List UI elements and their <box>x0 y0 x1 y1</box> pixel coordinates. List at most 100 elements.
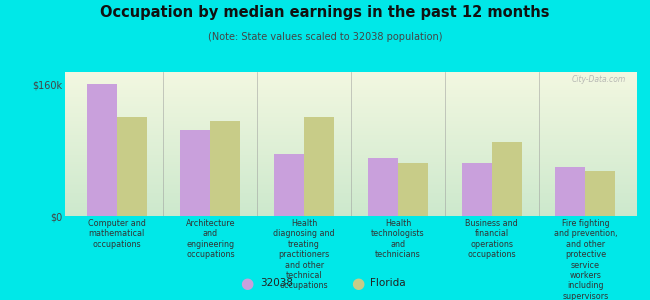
Bar <box>65 130 637 131</box>
Bar <box>65 144 637 146</box>
Bar <box>274 154 304 216</box>
Bar <box>65 137 637 139</box>
Bar <box>65 110 637 112</box>
Bar <box>65 101 637 103</box>
Bar <box>462 163 491 216</box>
Bar <box>65 94 637 95</box>
Bar <box>65 153 637 155</box>
Bar <box>180 130 211 216</box>
Bar <box>65 139 637 140</box>
Bar <box>65 202 637 203</box>
Bar <box>368 158 398 216</box>
Text: Architecture
and
engineering
occupations: Architecture and engineering occupations <box>186 219 235 259</box>
Bar <box>65 97 637 99</box>
Bar <box>65 158 637 160</box>
Bar <box>65 121 637 122</box>
Bar <box>65 189 637 191</box>
Bar <box>65 74 637 76</box>
Bar <box>65 128 637 130</box>
Bar <box>65 76 637 77</box>
Bar <box>65 187 637 189</box>
Text: Business and
financial
operations
occupations: Business and financial operations occupa… <box>465 219 518 259</box>
Bar <box>65 185 637 187</box>
Text: (Note: State values scaled to 32038 population): (Note: State values scaled to 32038 popu… <box>208 32 442 41</box>
Bar <box>211 122 240 216</box>
Bar <box>491 142 522 216</box>
Bar <box>65 103 637 104</box>
Bar <box>65 131 637 133</box>
Bar <box>65 140 637 142</box>
Text: City-Data.com: City-Data.com <box>571 75 625 84</box>
Bar <box>65 160 637 162</box>
Bar <box>65 180 637 182</box>
Bar <box>65 200 637 202</box>
Bar <box>65 135 637 137</box>
Bar <box>65 167 637 169</box>
Bar <box>65 157 637 158</box>
Text: Computer and
mathematical
occupations: Computer and mathematical occupations <box>88 219 146 249</box>
Text: ●: ● <box>351 276 364 291</box>
Bar <box>65 115 637 117</box>
Bar <box>65 95 637 97</box>
Text: ●: ● <box>240 276 254 291</box>
Bar <box>65 184 637 185</box>
Bar <box>65 166 637 167</box>
Bar <box>65 106 637 108</box>
Bar <box>65 207 637 209</box>
Bar <box>65 104 637 106</box>
Bar <box>65 112 637 113</box>
Bar <box>65 171 637 173</box>
Text: Florida: Florida <box>370 278 406 289</box>
Bar <box>65 212 637 214</box>
Bar <box>586 171 616 216</box>
Bar <box>65 90 637 92</box>
Text: Health
technologists
and
technicians: Health technologists and technicians <box>371 219 424 259</box>
Bar <box>65 133 637 135</box>
Bar <box>65 92 637 94</box>
Bar <box>65 119 637 121</box>
Bar <box>65 126 637 128</box>
Text: Fire fighting
and prevention,
and other
protective
service
workers
including
sup: Fire fighting and prevention, and other … <box>554 219 617 300</box>
Bar <box>65 113 637 115</box>
Bar <box>65 194 637 196</box>
Bar <box>65 175 637 176</box>
Bar <box>65 122 637 124</box>
Bar <box>65 169 637 171</box>
Bar <box>65 124 637 126</box>
Bar <box>65 176 637 178</box>
Bar <box>65 151 637 153</box>
Bar <box>65 203 637 205</box>
Bar <box>65 173 637 175</box>
Bar <box>65 164 637 166</box>
Bar <box>65 209 637 211</box>
Bar <box>65 162 637 164</box>
Bar <box>65 191 637 193</box>
Bar <box>65 146 637 148</box>
Bar <box>86 84 116 216</box>
Bar <box>65 83 637 85</box>
Bar <box>65 214 637 216</box>
Bar <box>555 167 586 216</box>
Bar <box>398 163 428 216</box>
Bar <box>65 198 637 200</box>
Bar <box>65 211 637 212</box>
Bar <box>65 178 637 180</box>
Bar <box>65 142 637 144</box>
Bar <box>304 117 334 216</box>
Bar <box>65 196 637 198</box>
Bar <box>65 155 637 157</box>
Bar <box>65 193 637 194</box>
Bar <box>65 99 637 101</box>
Bar <box>65 108 637 110</box>
Bar <box>116 117 147 216</box>
Bar <box>65 148 637 149</box>
Bar <box>65 117 637 119</box>
Text: 32038: 32038 <box>260 278 293 289</box>
Text: Health
diagnosing and
treating
practitioners
and other
technical
occupations: Health diagnosing and treating practitio… <box>273 219 335 290</box>
Bar <box>65 85 637 86</box>
Bar <box>65 182 637 184</box>
Bar <box>65 88 637 90</box>
Bar <box>65 149 637 151</box>
Bar <box>65 86 637 88</box>
Bar <box>65 205 637 207</box>
